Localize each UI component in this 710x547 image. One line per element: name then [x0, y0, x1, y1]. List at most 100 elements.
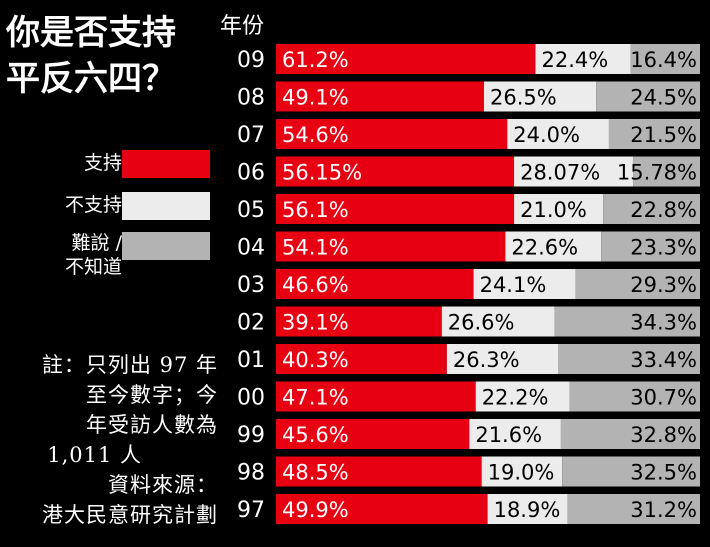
value-label-unsure-05: 22.8%: [630, 198, 697, 222]
bar-unsure-00: [569, 381, 700, 412]
legend-oppose-label: 不支持: [64, 194, 122, 216]
legend-support-swatch: [122, 150, 210, 178]
year-label-99: 99: [237, 423, 265, 448]
bar-support-08: [276, 81, 484, 112]
bar-oppose-99: [469, 419, 561, 449]
bar-unsure-06: [633, 156, 700, 187]
year-label-04: 04: [237, 236, 265, 261]
title-line-2: 平反六四？: [6, 59, 176, 99]
bar-oppose-97: [487, 494, 568, 524]
legend-unsure-label-1: 難說 /: [71, 232, 122, 254]
value-label-unsure-07: 21.5%: [630, 123, 697, 147]
year-label-01: 01: [237, 348, 265, 373]
bar-oppose-05: [514, 194, 604, 224]
bar-oppose-07: [507, 119, 609, 149]
bar-oppose-09: [535, 44, 631, 74]
year-label-03: 03: [237, 273, 265, 298]
value-label-support-06: 56.15%: [282, 161, 362, 185]
bar-unsure-01: [558, 344, 700, 374]
value-label-unsure-04: 23.3%: [630, 236, 697, 260]
bar-unsure-03: [575, 269, 700, 299]
bar-oppose-03: [473, 269, 576, 299]
legend-unsure: 難說 / 不知道: [14, 232, 214, 282]
value-label-unsure-00: 30.7%: [630, 386, 697, 410]
bar-oppose-01: [446, 344, 559, 374]
value-label-support-02: 39.1%: [282, 311, 349, 335]
legend-support: 支持: [14, 150, 214, 190]
bar-unsure-97: [567, 494, 700, 524]
note-line-2: 至今數字；今: [86, 383, 218, 407]
bar-unsure-02: [554, 306, 700, 337]
value-label-support-98: 48.5%: [282, 461, 349, 485]
value-label-oppose-01: 26.3%: [453, 348, 520, 372]
bar-support-06: [276, 156, 515, 187]
value-label-oppose-05: 21.0%: [520, 198, 587, 222]
value-label-support-00: 47.1%: [282, 386, 349, 410]
legend-support-label: 支持: [83, 152, 122, 174]
value-label-oppose-97: 18.9%: [494, 498, 561, 522]
note-line-3: 年受訪人數為: [86, 413, 218, 437]
value-label-oppose-08: 26.5%: [490, 86, 557, 110]
year-label-98: 98: [237, 461, 265, 486]
bar-support-07: [276, 119, 508, 149]
year-label-07: 07: [237, 123, 265, 148]
value-label-oppose-00: 22.2%: [482, 386, 549, 410]
bar-support-98: [276, 456, 482, 487]
bar-oppose-04: [505, 231, 602, 262]
value-label-oppose-03: 24.1%: [480, 273, 547, 297]
chart-title: 你是否支持 平反六四？: [6, 10, 216, 102]
value-label-support-09: 61.2%: [282, 48, 349, 72]
bar-unsure-04: [601, 231, 700, 262]
bar-oppose-00: [475, 381, 570, 412]
value-label-support-01: 40.3%: [282, 348, 349, 372]
value-label-unsure-06: 15.78%: [617, 161, 697, 185]
value-label-oppose-09: 22.4%: [541, 48, 608, 72]
note-line-1: 註：只列出 97 年: [41, 353, 218, 377]
bar-unsure-08: [596, 81, 700, 112]
source-name: 港大民意研究計劃: [42, 503, 218, 527]
year-label-06: 06: [237, 161, 265, 186]
bar-support-04: [276, 231, 506, 262]
value-label-oppose-02: 26.6%: [448, 311, 515, 335]
bar-support-02: [276, 306, 442, 337]
value-label-support-03: 46.6%: [282, 273, 349, 297]
bar-oppose-06: [514, 156, 634, 187]
bar-support-03: [276, 269, 474, 299]
bar-support-97: [276, 494, 488, 524]
year-label-08: 08: [237, 86, 265, 111]
bar-support-09: [276, 44, 536, 74]
source-label: 資料來源：: [108, 473, 218, 497]
value-label-unsure-08: 24.5%: [630, 86, 697, 110]
legend-oppose-swatch: [122, 192, 210, 220]
value-label-support-08: 49.1%: [282, 86, 349, 110]
value-label-support-04: 54.1%: [282, 236, 349, 260]
value-label-support-97: 49.9%: [282, 498, 349, 522]
year-label-05: 05: [237, 198, 265, 223]
year-label-02: 02: [237, 311, 265, 336]
value-label-oppose-04: 22.6%: [511, 236, 578, 260]
value-label-unsure-97: 31.2%: [630, 498, 697, 522]
value-label-oppose-98: 19.0%: [488, 461, 555, 485]
year-label-00: 00: [237, 386, 265, 411]
legend-unsure-swatch: [122, 232, 210, 260]
bar-oppose-08: [483, 81, 597, 112]
bar-support-01: [276, 344, 447, 374]
bar-unsure-98: [562, 456, 700, 487]
value-label-support-99: 45.6%: [282, 423, 349, 447]
bar-support-05: [276, 194, 515, 224]
bar-unsure-05: [603, 194, 700, 224]
bar-unsure-07: [608, 119, 700, 149]
value-label-support-07: 54.6%: [282, 123, 349, 147]
legend-oppose: 不支持: [14, 192, 214, 232]
value-label-oppose-99: 21.6%: [475, 423, 542, 447]
value-label-oppose-07: 24.0%: [513, 123, 580, 147]
value-label-unsure-02: 34.3%: [630, 311, 697, 335]
value-label-unsure-03: 29.3%: [630, 273, 697, 297]
title-line-1: 你是否支持: [6, 13, 176, 53]
bar-support-99: [276, 419, 470, 449]
value-label-unsure-01: 33.4%: [630, 348, 697, 372]
note-line-4: 1,011 人: [47, 443, 142, 467]
legend-unsure-label-2: 不知道: [64, 256, 122, 278]
year-label-09: 09: [237, 48, 265, 73]
